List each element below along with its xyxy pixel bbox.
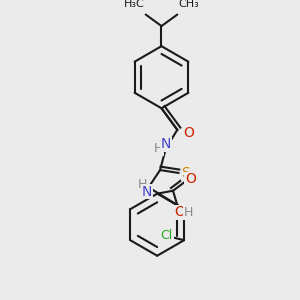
Text: O: O [185, 172, 196, 186]
Text: CH₃: CH₃ [179, 0, 200, 9]
Text: S: S [182, 166, 190, 180]
Text: Cl: Cl [161, 230, 173, 242]
Text: H: H [184, 206, 194, 219]
Text: H: H [138, 178, 148, 191]
Text: H: H [154, 142, 163, 155]
Text: N: N [142, 184, 152, 199]
Text: O: O [175, 205, 186, 219]
Text: O: O [183, 126, 194, 140]
Text: N: N [160, 137, 171, 151]
Text: H₃C: H₃C [124, 0, 144, 9]
